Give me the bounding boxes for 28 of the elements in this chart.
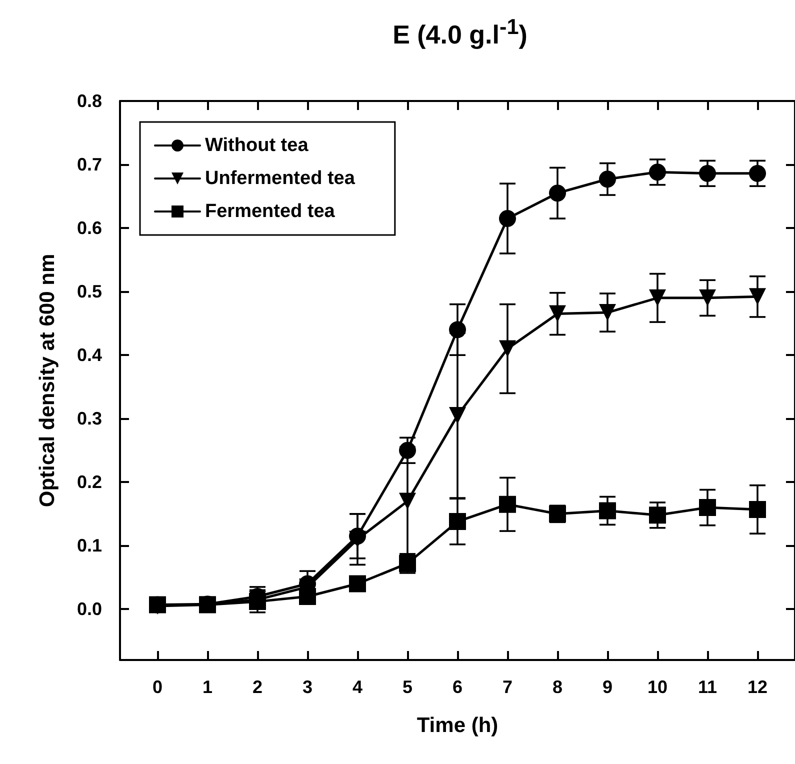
x-axis-title: Time (h) bbox=[416, 714, 498, 737]
y-axis-title: Optical density at 600 nm bbox=[36, 254, 59, 508]
x-tick-label: 0 bbox=[152, 677, 163, 697]
legend-label: Without tea bbox=[205, 135, 309, 156]
x-tick-label: 9 bbox=[602, 677, 613, 697]
x-tick-label: 12 bbox=[747, 677, 768, 697]
y-tick-label: 0.1 bbox=[76, 536, 102, 556]
y-tick-label: 0.7 bbox=[76, 154, 102, 175]
x-tick-label: 11 bbox=[698, 677, 718, 697]
x-tick-label: 5 bbox=[402, 677, 413, 697]
y-tick-label: 0.2 bbox=[76, 472, 102, 492]
x-tick-label: 2 bbox=[252, 677, 263, 697]
y-tick-label: 0.4 bbox=[76, 345, 102, 366]
x-tick-label: 4 bbox=[352, 677, 363, 697]
x-tick-label: 7 bbox=[502, 677, 513, 697]
legend-label: Fermented tea bbox=[205, 201, 336, 222]
x-tick-label: 3 bbox=[302, 677, 313, 697]
chart-title: E (4.0 g.l$^{-1}$) bbox=[392, 14, 528, 51]
x-tick-label: 6 bbox=[452, 677, 463, 697]
y-tick-label: 0.0 bbox=[76, 599, 102, 620]
y-tick-label: 0.5 bbox=[76, 282, 102, 302]
y-tick-label: 0.8 bbox=[76, 91, 102, 111]
y-tick-label: 0.6 bbox=[76, 218, 102, 238]
x-tick-label: 8 bbox=[552, 677, 563, 697]
legend-label: Unfermented tea bbox=[205, 168, 356, 189]
x-tick-label: 1 bbox=[202, 677, 213, 697]
x-tick-label: 10 bbox=[647, 677, 668, 697]
y-tick-label: 0.3 bbox=[76, 408, 102, 429]
